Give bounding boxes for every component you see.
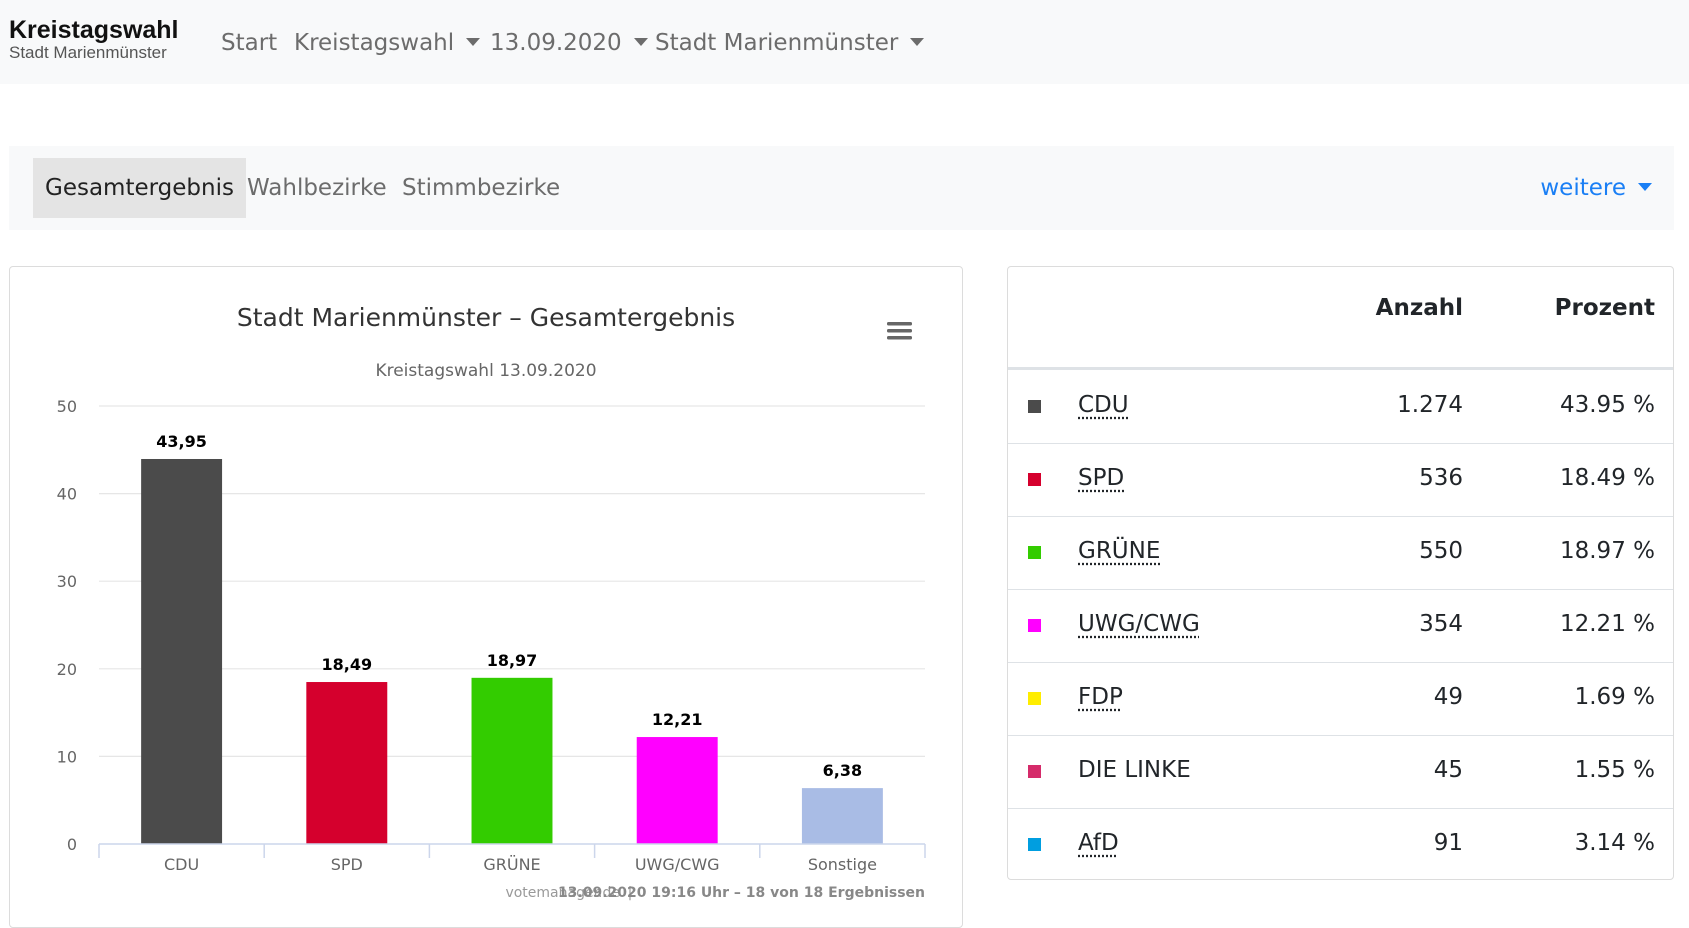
table-row: UWG/CWG 354 12.21 % xyxy=(1008,589,1673,663)
nav-date-dropdown[interactable]: 13.09.2020 xyxy=(490,26,648,60)
nav-start-label: Start xyxy=(221,30,277,56)
party-name: DIE LINKE xyxy=(1078,755,1191,785)
party-name[interactable]: CDU xyxy=(1078,390,1129,420)
x-tick-label: UWG/CWG xyxy=(635,855,720,874)
party-color-swatch xyxy=(1028,400,1041,413)
brand-subtitle: Stadt Marienmünster xyxy=(9,44,179,62)
tab-wahlbezirke[interactable]: Wahlbezirke xyxy=(235,158,399,218)
caret-down-icon xyxy=(1638,183,1652,191)
top-navbar: Kreistagswahl Stadt Marienmünster Start … xyxy=(0,0,1689,84)
column-header-count: Anzahl xyxy=(1376,295,1463,321)
bar[interactable] xyxy=(306,682,387,844)
nav-start-link[interactable]: Start xyxy=(221,26,277,60)
party-vote-count: 536 xyxy=(1419,463,1463,493)
party-color-swatch xyxy=(1028,765,1041,778)
table-row: DIE LINKE 45 1.55 % xyxy=(1008,735,1673,809)
table-header: Anzahl Prozent xyxy=(1008,267,1673,370)
party-color-swatch xyxy=(1028,473,1041,486)
chart-footer-status: 13.09.2020 19:16 Uhr – 18 von 18 Ergebni… xyxy=(558,885,925,901)
y-tick-label: 0 xyxy=(67,835,77,854)
y-tick-label: 40 xyxy=(57,485,77,504)
party-color-swatch xyxy=(1028,838,1041,851)
nav-election-label: Kreistagswahl xyxy=(294,30,454,56)
bar[interactable] xyxy=(637,737,718,844)
party-vote-percent: 18.97 % xyxy=(1560,536,1655,566)
bar[interactable] xyxy=(141,459,222,844)
party-vote-percent: 43.95 % xyxy=(1560,390,1655,420)
party-color-swatch xyxy=(1028,692,1041,705)
bar-data-label: 43,95 xyxy=(156,432,207,451)
results-table: Anzahl Prozent CDU 1.274 43.95 % SPD 536 18.4… xyxy=(1007,266,1674,880)
bar-data-label: 12,21 xyxy=(652,710,703,729)
x-tick-label: GRÜNE xyxy=(483,855,540,874)
party-vote-count: 550 xyxy=(1419,536,1463,566)
y-tick-label: 10 xyxy=(57,747,77,766)
nav-area-label: Stadt Marienmünster xyxy=(655,30,898,56)
tab-stimmbezirke[interactable]: Stimmbezirke xyxy=(390,158,572,218)
nav-date-label: 13.09.2020 xyxy=(490,30,622,56)
party-name[interactable]: FDP xyxy=(1078,682,1123,712)
table-row: SPD 536 18.49 % xyxy=(1008,443,1673,517)
caret-down-icon xyxy=(466,38,480,46)
party-vote-count: 1.274 xyxy=(1397,390,1463,420)
tab-gesamtergebnis[interactable]: Gesamtergebnis xyxy=(33,158,246,218)
party-vote-count: 354 xyxy=(1419,609,1463,639)
nav-area-dropdown[interactable]: Stadt Marienmünster xyxy=(655,26,924,60)
party-vote-percent: 12.21 % xyxy=(1560,609,1655,639)
x-tick-label: Sonstige xyxy=(808,855,877,874)
party-vote-percent: 1.55 % xyxy=(1575,755,1655,785)
view-tabbar: Gesamtergebnis Wahlbezirke Stimmbezirke … xyxy=(9,146,1674,230)
hamburger-menu-icon[interactable] xyxy=(886,319,912,343)
bar[interactable] xyxy=(802,788,883,844)
party-vote-count: 91 xyxy=(1434,828,1463,858)
column-header-percent: Prozent xyxy=(1555,295,1655,321)
chart-title: Stadt Marienmünster – Gesamtergebnis xyxy=(237,303,735,332)
bar[interactable] xyxy=(472,678,553,844)
party-vote-count: 49 xyxy=(1434,682,1463,712)
party-name[interactable]: SPD xyxy=(1078,463,1124,493)
brand-title: Kreistagswahl xyxy=(9,16,179,44)
party-name[interactable]: UWG/CWG xyxy=(1078,609,1200,639)
brand[interactable]: Kreistagswahl Stadt Marienmünster xyxy=(9,16,179,62)
caret-down-icon xyxy=(910,38,924,46)
bar-data-label: 18,49 xyxy=(321,655,372,674)
chart-card: Stadt Marienmünster – Gesamtergebnis Kre… xyxy=(9,266,963,928)
party-color-swatch xyxy=(1028,546,1041,559)
x-tick-label: CDU xyxy=(164,855,199,874)
party-vote-count: 45 xyxy=(1434,755,1463,785)
y-tick-label: 30 xyxy=(57,572,77,591)
caret-down-icon xyxy=(634,38,648,46)
table-row: GRÜNE 550 18.97 % xyxy=(1008,516,1673,590)
nav-election-dropdown[interactable]: Kreistagswahl xyxy=(294,26,480,60)
table-row: AfD 91 3.14 % xyxy=(1008,808,1673,880)
party-vote-percent: 3.14 % xyxy=(1575,828,1655,858)
chart-subtitle: Kreistagswahl 13.09.2020 xyxy=(375,361,596,381)
table-row: FDP 49 1.69 % xyxy=(1008,662,1673,736)
party-name[interactable]: AfD xyxy=(1078,828,1119,858)
bar-data-label: 18,97 xyxy=(487,651,538,670)
more-label: weitere xyxy=(1540,175,1626,201)
party-name[interactable]: GRÜNE xyxy=(1078,536,1160,566)
party-color-swatch xyxy=(1028,619,1041,632)
y-tick-label: 20 xyxy=(57,660,77,679)
y-tick-label: 50 xyxy=(57,397,77,416)
table-row: CDU 1.274 43.95 % xyxy=(1008,370,1673,444)
bar-chart: Stadt Marienmünster – Gesamtergebnis Kre… xyxy=(10,267,962,927)
party-vote-percent: 1.69 % xyxy=(1575,682,1655,712)
bar-data-label: 6,38 xyxy=(823,761,862,780)
more-dropdown[interactable]: weitere xyxy=(1540,158,1652,218)
party-vote-percent: 18.49 % xyxy=(1560,463,1655,493)
x-tick-label: SPD xyxy=(331,855,363,874)
